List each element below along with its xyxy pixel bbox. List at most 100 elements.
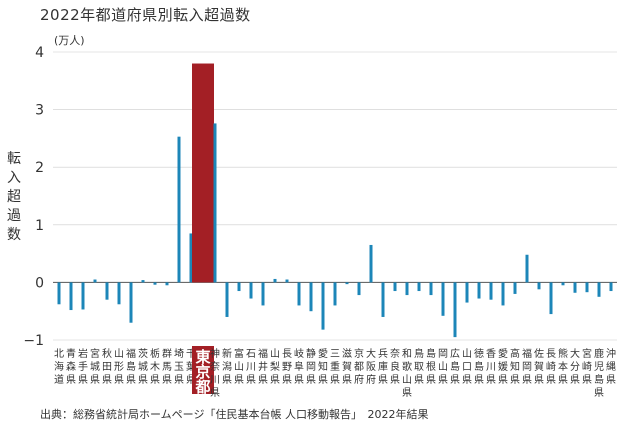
unit-label: (万人) [54,34,85,47]
x-tick-label: 新潟県 [222,347,232,386]
bar-静岡県 [309,282,313,312]
x-tick-label: 秋田県 [102,347,112,386]
bar-岐阜県 [297,282,301,306]
bar-京都府 [357,282,361,296]
bar-秋田県 [105,282,109,300]
bar-三重県 [333,282,337,306]
x-tick-label: 奈良県 [390,347,400,386]
x-tick-label: 埼玉県 [174,347,184,386]
x-tick-label: 福岡県 [522,347,532,386]
x-tick-label: 和歌山県 [402,348,412,399]
x-tick-label: 三重県 [330,349,340,386]
y-tick-label: 2 [35,160,44,176]
x-tick-label: 宮崎県 [582,347,592,386]
bar-沖縄県 [609,282,613,292]
bar-岩手県 [81,282,85,310]
source-text: 出典：総務省統計局ホームページ「住民基本台帳 人口移動報告」 2022年結果 [40,408,429,421]
bar-愛知県 [321,282,325,330]
x-tick-label: 山口県 [462,348,472,386]
x-tick-label: 京都府 [354,347,364,386]
x-tick-label: 愛知県 [318,347,328,386]
y-axis-label: 転入超過数 [7,151,21,243]
bar-山梨県 [273,278,277,283]
x-tick-label: 徳島県 [474,347,484,386]
x-tick-label: 大阪府 [366,347,376,386]
x-tick-label: 宮城県 [90,347,100,386]
bar-宮崎県 [585,282,589,293]
x-tick-label: 茨城県 [138,347,148,386]
bar-大阪府 [369,244,373,283]
x-tick-label: 佐賀県 [534,348,544,386]
bar-千葉県 [189,233,193,283]
x-tick-label: 長崎県 [546,348,556,386]
x-tick-label: 大分県 [570,347,580,386]
y-tick-label: 1 [35,218,44,234]
x-tick-label: 山形県 [114,348,124,386]
x-tick-label: 千葉県 [186,348,196,386]
y-tick-label: 0 [35,275,44,291]
bar-神奈川県 [213,123,217,283]
bar-熊本県 [561,282,565,286]
bar-福岡県 [525,254,529,283]
bar-滋賀県 [345,282,349,285]
bar-香川県 [489,282,493,300]
x-tick-label: 栃木県 [150,347,160,386]
x-tick-label: 岩手県 [78,347,88,386]
bar-東京都 [192,63,214,283]
x-tick-label: 北海道 [54,348,64,386]
x-tick-label: 福井県 [258,347,268,386]
bar-新潟県 [225,282,229,317]
x-tick-label: 広島県 [450,347,460,386]
bar-鹿児島県 [597,282,601,297]
bar-和歌山県 [405,282,409,296]
x-tick-label: 富山県 [234,347,244,386]
x-tick-label: 熊本県 [558,347,568,386]
x-tick-label: 静岡県 [306,347,316,386]
x-tick-label: 神奈川県 [210,347,220,399]
x-tick-label: 群馬県 [162,347,172,386]
bar-長崎県 [549,282,553,315]
bar-山口県 [465,282,469,303]
y-tick-label: −1 [23,333,44,349]
x-tick-label: 福島県 [126,347,136,386]
x-tick-label: 高知県 [510,347,520,386]
x-tick-label: 東京都 [194,348,210,396]
bar-佐賀県 [537,282,541,290]
bar-長野県 [285,279,289,283]
x-tick-label: 滋賀県 [342,347,352,386]
bar-高知県 [513,282,517,294]
x-tick-label: 兵庫県 [378,347,388,386]
bar-石川県 [249,282,253,299]
bar-群馬県 [165,282,169,286]
bar-北海道 [57,282,61,305]
x-tick-label: 愛媛県 [498,347,508,386]
bar-岡山県 [441,282,445,316]
bar-富山県 [237,282,241,292]
x-tick-label: 沖縄県 [606,347,616,386]
chart-title: 2022年都道府県別転入超過数 [40,6,251,24]
bar-鳥取県 [417,282,421,292]
bar-青森県 [69,282,73,311]
x-tick-label: 石川県 [246,349,256,386]
x-tick-label: 山梨県 [270,348,280,386]
y-tick-label: 4 [35,45,44,61]
x-tick-label: 長野県 [282,348,292,386]
y-tick-label: 3 [35,103,44,119]
bar-宮城県 [93,279,97,283]
bar-兵庫県 [381,282,385,317]
bar-山形県 [117,282,121,305]
x-tick-label: 鳥取県 [414,347,424,386]
x-tick-label: 岐阜県 [294,347,304,386]
x-tick-label: 鹿児島県 [594,347,604,399]
bar-愛媛県 [501,282,505,306]
bar-徳島県 [477,282,481,299]
bar-茨城県 [141,280,145,283]
bar-島根県 [429,282,433,296]
bar-福島県 [129,282,133,323]
bar-福井県 [261,282,265,306]
x-tick-label: 青森県 [66,347,76,386]
highlight-label-box [192,346,214,394]
bar-埼玉県 [177,136,181,283]
bar-広島県 [453,282,457,338]
